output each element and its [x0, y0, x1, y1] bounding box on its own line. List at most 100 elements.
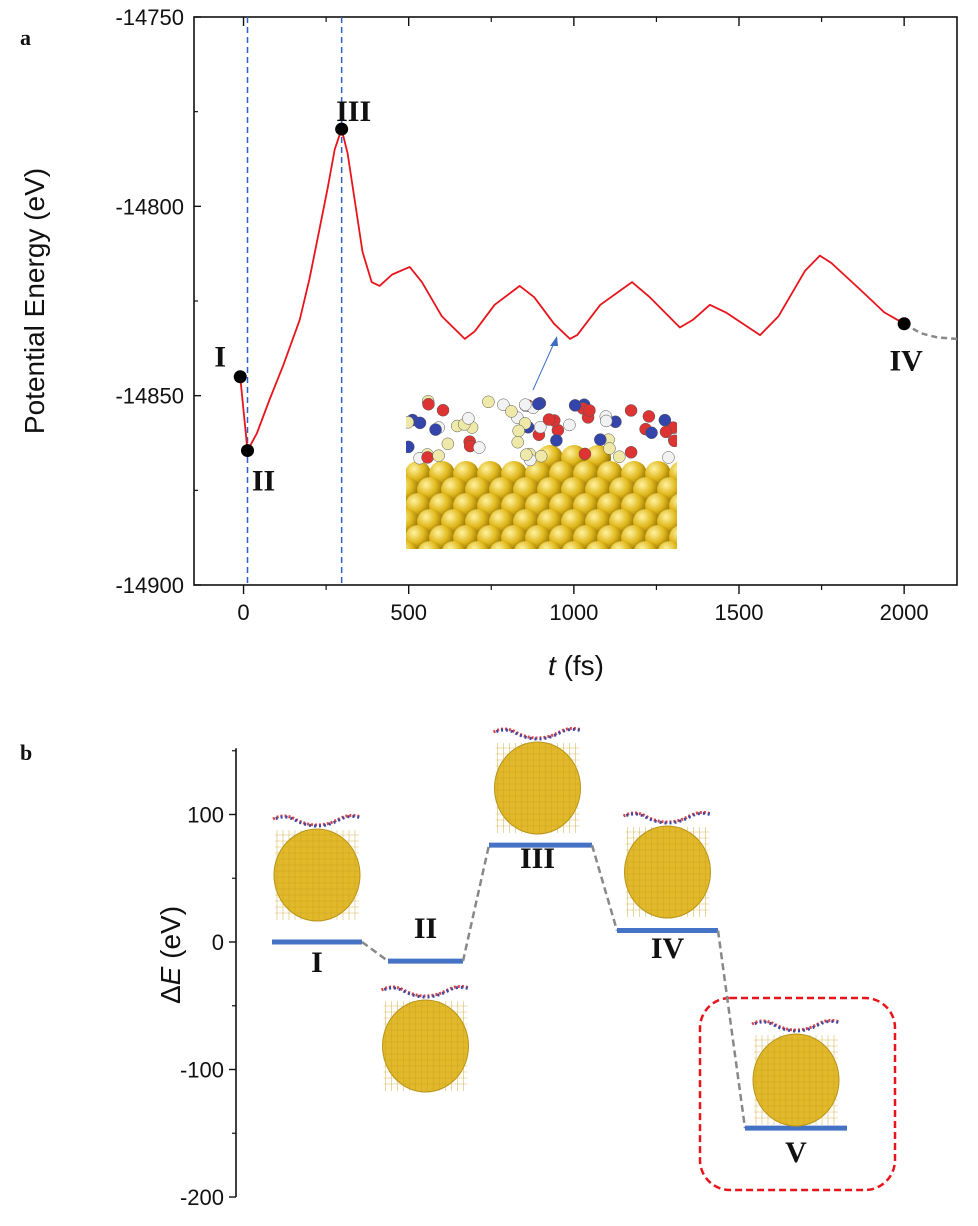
marker-label: IV	[889, 345, 923, 378]
molecule-atom	[482, 395, 495, 409]
molecule-atom	[462, 412, 475, 425]
x-tick-label: 0	[237, 600, 249, 625]
nanoparticle-body	[273, 828, 361, 922]
level-label: IV	[651, 932, 685, 965]
marker-point	[335, 122, 349, 136]
molecule-atom	[441, 437, 455, 451]
x-axis-label-unit: (fs)	[564, 650, 604, 681]
nanoparticle-body	[494, 741, 581, 835]
x-tick-label: 1500	[715, 600, 764, 625]
molecule-strand	[622, 810, 713, 824]
level-label: I	[311, 946, 323, 979]
dashed-extension-line	[903, 322, 958, 341]
molecule-strand	[380, 984, 471, 998]
molecule-atom	[599, 414, 613, 428]
molecule-atom	[662, 451, 675, 464]
molecule-atom	[668, 434, 677, 448]
x-tick-label: 500	[390, 600, 427, 625]
highlight-box	[698, 996, 897, 1192]
marker-point	[233, 370, 247, 384]
molecule-atom	[534, 449, 548, 463]
molecule-atom	[563, 418, 576, 432]
gold-atom	[538, 541, 562, 549]
level-connector	[461, 844, 491, 962]
gold-atom	[514, 541, 538, 549]
molecule-atom	[594, 433, 607, 446]
energy-line	[239, 128, 905, 452]
nanoparticle-body	[382, 999, 469, 1093]
molecule-atom	[645, 426, 658, 439]
y-tick-label-b: -200	[180, 1185, 224, 1210]
molecule-atom	[520, 448, 533, 461]
molecule-atom	[613, 450, 626, 463]
molecule-atom	[583, 404, 596, 417]
y-tick-label-b: -100	[180, 1058, 224, 1083]
molecule-strand	[492, 726, 583, 740]
x-tick-label: 2000	[880, 600, 929, 625]
gold-atom	[610, 541, 634, 549]
y-axis-label-a: Potential Energy (eV)	[19, 168, 50, 434]
x-axis-label-var: t	[548, 650, 557, 681]
inset-arrow-head	[550, 336, 558, 346]
molecule-atom	[659, 425, 673, 439]
molecule-atom	[624, 446, 638, 459]
gold-atom	[418, 541, 442, 549]
molecule-atom	[473, 441, 486, 454]
y-axis-label-b: ΔE (eV)	[155, 906, 186, 1004]
molecule-atom	[550, 434, 563, 447]
level-connector	[716, 930, 747, 1129]
gold-atom	[466, 541, 490, 549]
inset-molecular-structure	[406, 395, 677, 549]
level-label: III	[520, 842, 555, 875]
panel-label-b: b	[20, 740, 32, 765]
gold-atom	[406, 541, 418, 549]
y-tick-label: -14800	[115, 194, 184, 219]
gold-atom	[634, 541, 658, 549]
molecule-atom	[422, 397, 435, 411]
y-tick-label-b: 0	[212, 930, 224, 955]
level-connector	[590, 844, 619, 931]
inset-content	[406, 395, 677, 549]
molecule-atom	[658, 413, 672, 427]
y-tick-label: -14900	[115, 573, 184, 598]
molecule-atom	[432, 449, 445, 462]
molecule-atom	[512, 424, 525, 438]
molecule-atom	[505, 405, 518, 418]
gold-atom	[658, 541, 677, 549]
y-tick-label: -14750	[115, 5, 184, 30]
marker-point	[241, 444, 255, 458]
gold-atom	[586, 541, 610, 549]
gold-nanoparticle-IV	[622, 810, 713, 919]
gold-atom	[562, 541, 586, 549]
y-tick-label: -14850	[115, 384, 184, 409]
molecule-atom	[519, 398, 532, 411]
x-tick-label: 1000	[549, 600, 598, 625]
panel-label-a: a	[20, 25, 31, 50]
gold-nanoparticle-I	[272, 813, 362, 922]
gold-atom	[490, 541, 514, 549]
gold-atom	[442, 541, 466, 549]
molecule-atom	[532, 397, 545, 411]
gold-nanoparticle-II	[380, 984, 471, 1093]
level-label: V	[785, 1136, 807, 1169]
panel-a-chart: 0 500 1000 1500 2000 -14750 -14800 -14850 -14900…	[115, 5, 958, 625]
molecule-atom	[413, 416, 427, 430]
nanoparticle-body	[624, 825, 711, 919]
molecule-atom	[542, 413, 556, 426]
x-axis-label-a: t (fs)	[548, 650, 604, 681]
marker-label: I	[214, 341, 226, 374]
marker-label: III	[336, 95, 371, 128]
molecule-atom	[406, 440, 415, 454]
molecule-atom	[429, 423, 442, 436]
molecule-atom	[603, 442, 616, 455]
y-axis-label-b-var: E	[155, 966, 186, 985]
marker-point	[897, 317, 911, 331]
molecule-atom	[578, 447, 592, 461]
molecule-atom	[406, 416, 415, 429]
molecule-strand	[751, 1018, 841, 1032]
molecule-atom	[642, 410, 656, 423]
gold-nanoparticle-III	[492, 726, 583, 835]
molecule-atom	[624, 404, 638, 417]
